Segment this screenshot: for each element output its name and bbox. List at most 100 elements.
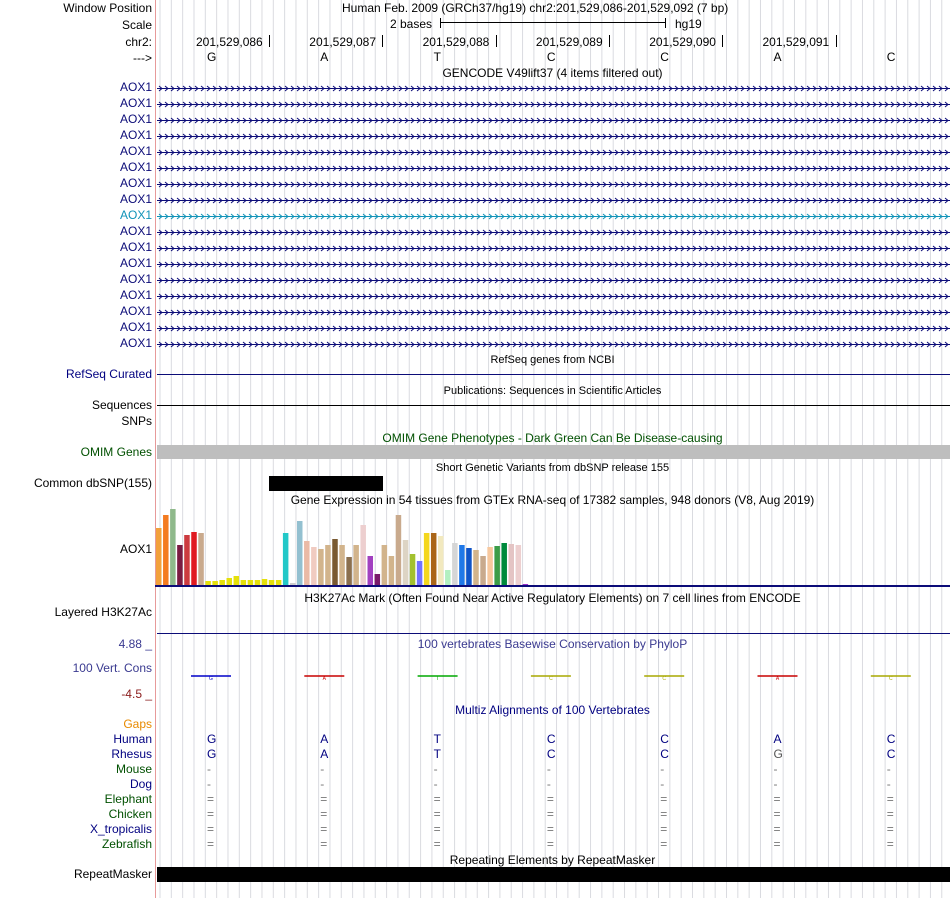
- multiz-species-label[interactable]: Rhesus: [111, 747, 152, 761]
- gencode-item-label[interactable]: AOX1: [119, 304, 152, 318]
- gtex-tissue-bar[interactable]: [466, 548, 472, 585]
- gtex-tissue-bar[interactable]: [501, 543, 507, 585]
- gencode-item-label[interactable]: AOX1: [119, 272, 152, 286]
- gtex-tissue-bar[interactable]: [156, 528, 162, 585]
- gtex-tissue-bar[interactable]: [473, 550, 479, 585]
- dbsnp-track-title[interactable]: Short Genetic Variants from dbSNP releas…: [435, 462, 670, 474]
- gencode-transcript[interactable]: [157, 116, 950, 126]
- omim-track-title[interactable]: OMIM Gene Phenotypes - Dark Green Can Be…: [382, 431, 723, 445]
- gtex-tissue-bar[interactable]: [416, 561, 423, 585]
- gtex-tissue-bar[interactable]: [388, 556, 395, 585]
- gtex-tissue-bar[interactable]: [381, 545, 388, 585]
- gtex-tissue-bar[interactable]: [353, 545, 359, 585]
- gtex-tissue-bar[interactable]: [339, 545, 345, 585]
- gencode-item-label[interactable]: AOX1: [119, 80, 152, 94]
- gtex-tissue-bar[interactable]: [254, 580, 261, 585]
- gtex-tissue-bar[interactable]: [445, 570, 451, 585]
- repeatmasker-label[interactable]: RepeatMasker: [73, 867, 152, 881]
- gtex-tissue-bar[interactable]: [163, 515, 169, 585]
- gtex-label[interactable]: AOX1: [119, 542, 152, 556]
- gtex-tissue-bar[interactable]: [268, 580, 275, 585]
- phylop-label[interactable]: 100 Vert. Cons: [72, 661, 152, 675]
- gtex-tissue-bar[interactable]: [409, 554, 416, 585]
- snps-label[interactable]: SNPs: [121, 414, 152, 428]
- gtex-tissue-bar[interactable]: [184, 535, 190, 585]
- publications-feature-line[interactable]: [157, 405, 950, 406]
- gtex-tissue-bar[interactable]: [226, 578, 233, 585]
- gtex-tissue-bar[interactable]: [311, 547, 317, 585]
- repeatmasker-track-title[interactable]: Repeating Elements by RepeatMasker: [449, 853, 656, 867]
- phylop-base-mark[interactable]: C: [870, 675, 911, 682]
- gtex-tissue-bar[interactable]: [191, 532, 197, 585]
- gencode-transcript[interactable]: [157, 276, 950, 286]
- gtex-tissue-bar[interactable]: [247, 580, 254, 585]
- gtex-tissue-bar[interactable]: [177, 545, 183, 585]
- gencode-item-label[interactable]: AOX1: [119, 96, 152, 110]
- gtex-tissue-bar[interactable]: [515, 545, 522, 585]
- gencode-transcript[interactable]: [157, 196, 950, 206]
- gtex-tissue-bar[interactable]: [430, 533, 437, 585]
- gtex-tissue-bar[interactable]: [212, 581, 218, 585]
- multiz-species-label[interactable]: Elephant: [104, 792, 152, 806]
- gtex-tissue-bar[interactable]: [261, 579, 268, 585]
- gencode-item-label[interactable]: AOX1: [119, 336, 152, 350]
- gtex-tissue-bar[interactable]: [219, 580, 225, 585]
- gtex-tissue-bar[interactable]: [332, 539, 338, 585]
- gtex-tissue-bar[interactable]: [346, 557, 352, 585]
- phylop-track-title[interactable]: 100 vertebrates Basewise Conservation by…: [417, 637, 688, 651]
- gencode-item-label[interactable]: AOX1: [119, 240, 152, 254]
- gencode-transcript[interactable]: [157, 228, 950, 238]
- gtex-tissue-bar[interactable]: [304, 541, 310, 585]
- refseq-feature-line[interactable]: [157, 374, 950, 375]
- gtex-tissue-bar[interactable]: [240, 580, 247, 585]
- h3k27ac-label[interactable]: Layered H3K27Ac: [54, 605, 152, 619]
- gencode-transcript[interactable]: [157, 164, 950, 174]
- omim-feature-bar[interactable]: [157, 445, 950, 459]
- multiz-species-label[interactable]: Human: [113, 732, 152, 746]
- gtex-tissue-bar[interactable]: [205, 581, 211, 585]
- gencode-item-label[interactable]: AOX1: [119, 176, 152, 190]
- h3k27ac-track-title[interactable]: H3K27Ac Mark (Often Found Near Active Re…: [304, 591, 801, 605]
- gencode-transcript[interactable]: [157, 292, 950, 302]
- gtex-tissue-bar[interactable]: [508, 544, 515, 585]
- gencode-transcript[interactable]: [157, 148, 950, 158]
- gtex-tissue-bar[interactable]: [402, 540, 409, 585]
- gencode-transcript[interactable]: [157, 212, 950, 222]
- gtex-tissue-bar[interactable]: [170, 509, 176, 585]
- phylop-base-mark[interactable]: A: [757, 675, 798, 682]
- gtex-tissue-bar[interactable]: [367, 556, 374, 585]
- gencode-transcript[interactable]: [157, 100, 950, 110]
- multiz-species-label[interactable]: Mouse: [115, 762, 152, 776]
- gtex-tissue-bar[interactable]: [459, 545, 465, 585]
- gtex-tissue-bar[interactable]: [360, 525, 366, 585]
- phylop-base-mark[interactable]: C: [644, 675, 685, 682]
- gencode-track-title[interactable]: GENCODE V49lift37 (4 items filtered out): [442, 66, 663, 80]
- gtex-tissue-bar[interactable]: [289, 583, 296, 585]
- gtex-tissue-bar[interactable]: [452, 543, 458, 585]
- omim-label[interactable]: OMIM Genes: [80, 445, 152, 459]
- gtex-tissue-bar[interactable]: [198, 533, 204, 585]
- phylop-base-mark[interactable]: T: [417, 675, 458, 682]
- phylop-base-mark[interactable]: C: [530, 675, 571, 682]
- gtex-tissue-bar[interactable]: [423, 533, 430, 585]
- gencode-item-label[interactable]: AOX1: [119, 320, 152, 334]
- multiz-species-label[interactable]: Dog: [129, 777, 152, 791]
- gencode-transcript[interactable]: [157, 132, 950, 142]
- gtex-tissue-bar[interactable]: [374, 574, 381, 585]
- gtex-track-title[interactable]: Gene Expression in 54 tissues from GTEx …: [290, 493, 815, 507]
- gencode-item-label[interactable]: AOX1: [119, 128, 152, 142]
- gtex-tissue-bar[interactable]: [480, 556, 486, 585]
- gtex-tissue-bar[interactable]: [318, 549, 324, 585]
- dbsnp-label[interactable]: Common dbSNP(155): [33, 476, 152, 490]
- gtex-tissue-bar[interactable]: [395, 515, 402, 585]
- multiz-species-label[interactable]: X_tropicalis: [89, 822, 152, 836]
- dbsnp-variant-block[interactable]: [269, 476, 383, 491]
- sequences-label[interactable]: Sequences: [91, 398, 152, 412]
- gencode-item-label[interactable]: AOX1: [119, 192, 152, 206]
- gencode-item-label[interactable]: AOX1: [119, 112, 152, 126]
- phylop-base-mark[interactable]: A: [304, 675, 345, 682]
- gencode-item-label[interactable]: AOX1: [119, 160, 152, 174]
- gtex-tissue-bar[interactable]: [522, 584, 529, 585]
- gencode-transcript[interactable]: [157, 308, 950, 318]
